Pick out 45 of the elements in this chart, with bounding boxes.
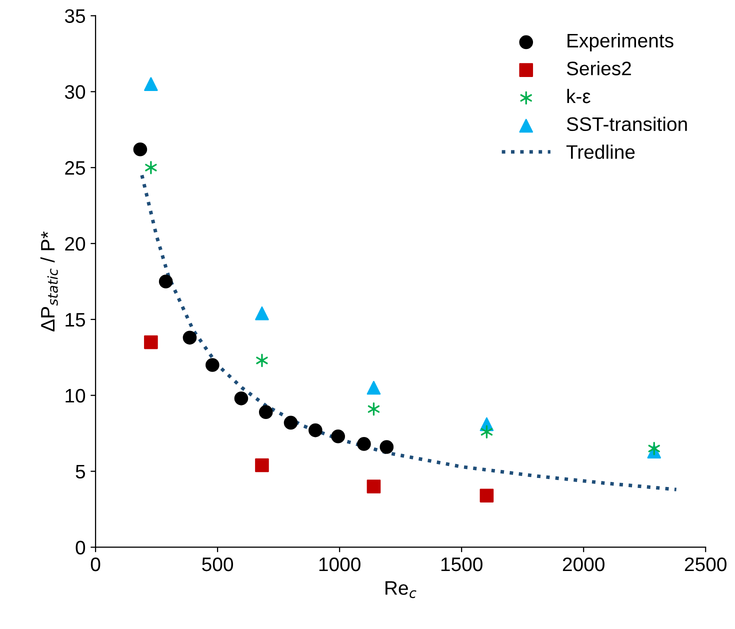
- point: [366, 380, 381, 395]
- y-tick-label: 10: [66, 388, 86, 403]
- point: [480, 425, 493, 438]
- point: [331, 429, 346, 444]
- point: [144, 77, 158, 91]
- point: [182, 330, 197, 345]
- legend-label: SST-transition: [566, 116, 687, 132]
- legend-label: Experiments: [568, 33, 674, 52]
- x-tick-label: 1000: [319, 557, 360, 572]
- y-tick-label: 20: [65, 236, 86, 251]
- line-series: [140, 173, 678, 492]
- x-axis-title: Re$_{c}$: [386, 581, 416, 598]
- point: [145, 160, 157, 174]
- y-tick-label: 30: [64, 85, 86, 99]
- legend-label: Series2: [566, 61, 631, 76]
- legend-label: k-ε: [567, 88, 590, 104]
- y-tick-label: 15: [66, 313, 86, 327]
- point: [380, 440, 394, 454]
- x-tick-label: 2000: [562, 557, 604, 572]
- point: [234, 392, 248, 406]
- point: [308, 423, 322, 438]
- y-tick-label: 35: [64, 9, 86, 23]
- x-tick-label: 500: [202, 557, 234, 572]
- x-tick-label: 0: [90, 557, 100, 572]
- x-tick-label: 2500: [684, 557, 726, 572]
- y-tick-label: 25: [65, 161, 86, 175]
- point: [368, 402, 380, 416]
- point: [258, 405, 273, 419]
- point: [357, 437, 371, 451]
- point: [366, 480, 381, 494]
- point: [255, 458, 269, 472]
- x-tick-label: 1500: [441, 557, 482, 572]
- point: [133, 142, 148, 156]
- legend-label: Tredline: [566, 144, 635, 159]
- y-tick-label: 5: [76, 464, 86, 479]
- point: [256, 354, 268, 368]
- point: [144, 335, 158, 350]
- point: [480, 488, 494, 503]
- point: [206, 358, 220, 372]
- point: [648, 442, 660, 456]
- point: [255, 306, 269, 320]
- y-axis-title: ΔP$_{static}$ / P*: [40, 231, 58, 332]
- point: [158, 274, 173, 288]
- point: [284, 416, 298, 430]
- y-tick-label: 0: [76, 540, 86, 554]
